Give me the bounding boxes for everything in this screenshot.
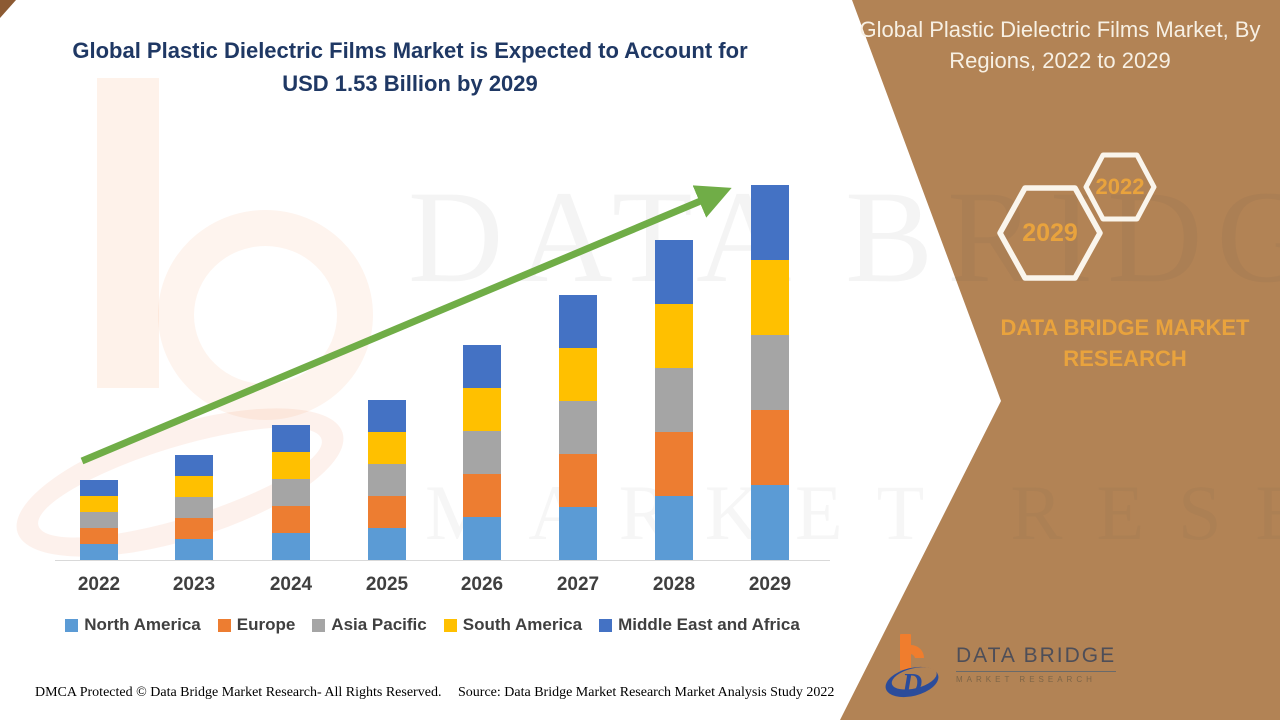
bar-segment-north-america — [751, 485, 789, 560]
bar-segment-europe — [175, 518, 213, 539]
bar-segment-asia-pacific — [175, 497, 213, 518]
bar-segment-asia-pacific — [368, 464, 406, 496]
x-axis-line — [55, 560, 830, 561]
legend-label: Asia Pacific — [331, 615, 427, 634]
bar-segment-europe — [655, 432, 693, 496]
bar-2024 — [272, 425, 310, 560]
x-axis-label-2029: 2029 — [748, 574, 792, 595]
bar-segment-asia-pacific — [463, 431, 501, 474]
x-axis-label-2027: 2027 — [556, 574, 600, 595]
legend-swatch — [599, 618, 613, 632]
legend-label: North America — [84, 615, 201, 634]
svg-text:D: D — [901, 669, 922, 700]
legend-swatch — [312, 618, 326, 632]
bar-2025 — [368, 400, 406, 560]
bar-2027 — [559, 295, 597, 560]
bar-segment-europe — [559, 454, 597, 507]
bar-segment-north-america — [272, 533, 310, 560]
bar-segment-middle-east-and-africa — [368, 400, 406, 432]
bar-2028 — [655, 240, 693, 560]
legend-swatch — [65, 618, 79, 632]
legend-item: Middle East and Africa — [599, 615, 800, 635]
bar-segment-asia-pacific — [655, 368, 693, 432]
hexagon-2029 — [997, 185, 1103, 281]
footer-dmca-text: DMCA Protected © Data Bridge Market Rese… — [35, 685, 442, 700]
bar-segment-middle-east-and-africa — [655, 240, 693, 304]
x-axis-label-2023: 2023 — [172, 574, 216, 595]
bar-2029 — [751, 185, 789, 560]
bar-segment-europe — [463, 474, 501, 517]
legend-swatch — [443, 618, 457, 632]
x-axis-label-2024: 2024 — [269, 574, 313, 595]
databridge-logo-icon: D — [885, 634, 939, 700]
bar-segment-middle-east-and-africa — [272, 425, 310, 452]
legend-item: South America — [443, 615, 583, 635]
bar-segment-middle-east-and-africa — [80, 480, 118, 496]
bar-segment-middle-east-and-africa — [751, 185, 789, 260]
hexagon-2022 — [1083, 152, 1157, 222]
bar-segment-europe — [80, 528, 118, 544]
bar-segment-south-america — [559, 348, 597, 401]
chart-title: Global Plastic Dielectric Films Market i… — [30, 34, 790, 100]
logo-name: DATA BRIDGE — [956, 644, 1117, 672]
bar-segment-middle-east-and-africa — [175, 455, 213, 476]
bar-segment-south-america — [655, 304, 693, 368]
bar-segment-europe — [272, 506, 310, 533]
bar-segment-north-america — [368, 528, 406, 560]
logo-subtext: MARKET RESEARCH — [956, 675, 1096, 684]
bar-segment-middle-east-and-africa — [463, 345, 501, 388]
legend-swatch — [217, 618, 231, 632]
brand-name-text: DATA BRIDGE MARKET RESEARCH — [1000, 315, 1250, 371]
bar-segment-south-america — [751, 260, 789, 335]
databridge-logo-text: DATA BRIDGE MARKET RESEARCH — [956, 644, 1117, 684]
bar-segment-asia-pacific — [559, 401, 597, 454]
bar-segment-north-america — [80, 544, 118, 560]
bar-segment-north-america — [559, 507, 597, 560]
hexagon-year-2022: 2022 — [1096, 174, 1145, 199]
bar-segment-europe — [751, 410, 789, 485]
bar-2023 — [175, 455, 213, 560]
bar-segment-asia-pacific — [272, 479, 310, 506]
chart-legend: North America Europe Asia Pacific South Ame… — [40, 615, 825, 635]
footer-source-text: Source: Data Bridge Market Research Mark… — [458, 685, 835, 700]
bar-segment-north-america — [655, 496, 693, 560]
legend-label: South America — [462, 615, 583, 634]
legend-item: Europe — [217, 615, 296, 635]
chart-title-line1: Global Plastic Dielectric Films Market i… — [72, 38, 748, 63]
bar-2022 — [80, 480, 118, 560]
chart-title-line2: USD 1.53 Billion by 2029 — [282, 71, 538, 96]
databridge-logo: D DATA BRIDGE MARKET RESEARCH — [882, 634, 1117, 700]
x-axis-label-2028: 2028 — [652, 574, 696, 595]
side-panel-title: Global Plastic Dielectric Films Market, … — [859, 17, 1261, 73]
bar-segment-middle-east-and-africa — [559, 295, 597, 348]
bar-segment-asia-pacific — [80, 512, 118, 528]
x-axis-label-2025: 2025 — [365, 574, 409, 595]
bar-segment-north-america — [175, 539, 213, 560]
bar-segment-south-america — [175, 476, 213, 497]
bar-segment-south-america — [80, 496, 118, 512]
bar-segment-south-america — [272, 452, 310, 479]
bar-segment-asia-pacific — [751, 335, 789, 410]
x-axis-label-2026: 2026 — [460, 574, 504, 595]
bar-segment-south-america — [368, 432, 406, 464]
hexagon-badges: 2029 2022 — [997, 152, 1157, 281]
bar-segment-europe — [368, 496, 406, 528]
bar-2026 — [463, 345, 501, 560]
legend-label: Europe — [236, 615, 296, 634]
hexagon-year-2029: 2029 — [1022, 219, 1078, 247]
legend-label: Middle East and Africa — [618, 615, 800, 634]
x-axis-label-2022: 2022 — [77, 574, 121, 595]
legend-item: Asia Pacific — [312, 615, 427, 635]
legend-item: North America — [65, 615, 201, 635]
bar-segment-south-america — [463, 388, 501, 431]
bar-segment-north-america — [463, 517, 501, 560]
